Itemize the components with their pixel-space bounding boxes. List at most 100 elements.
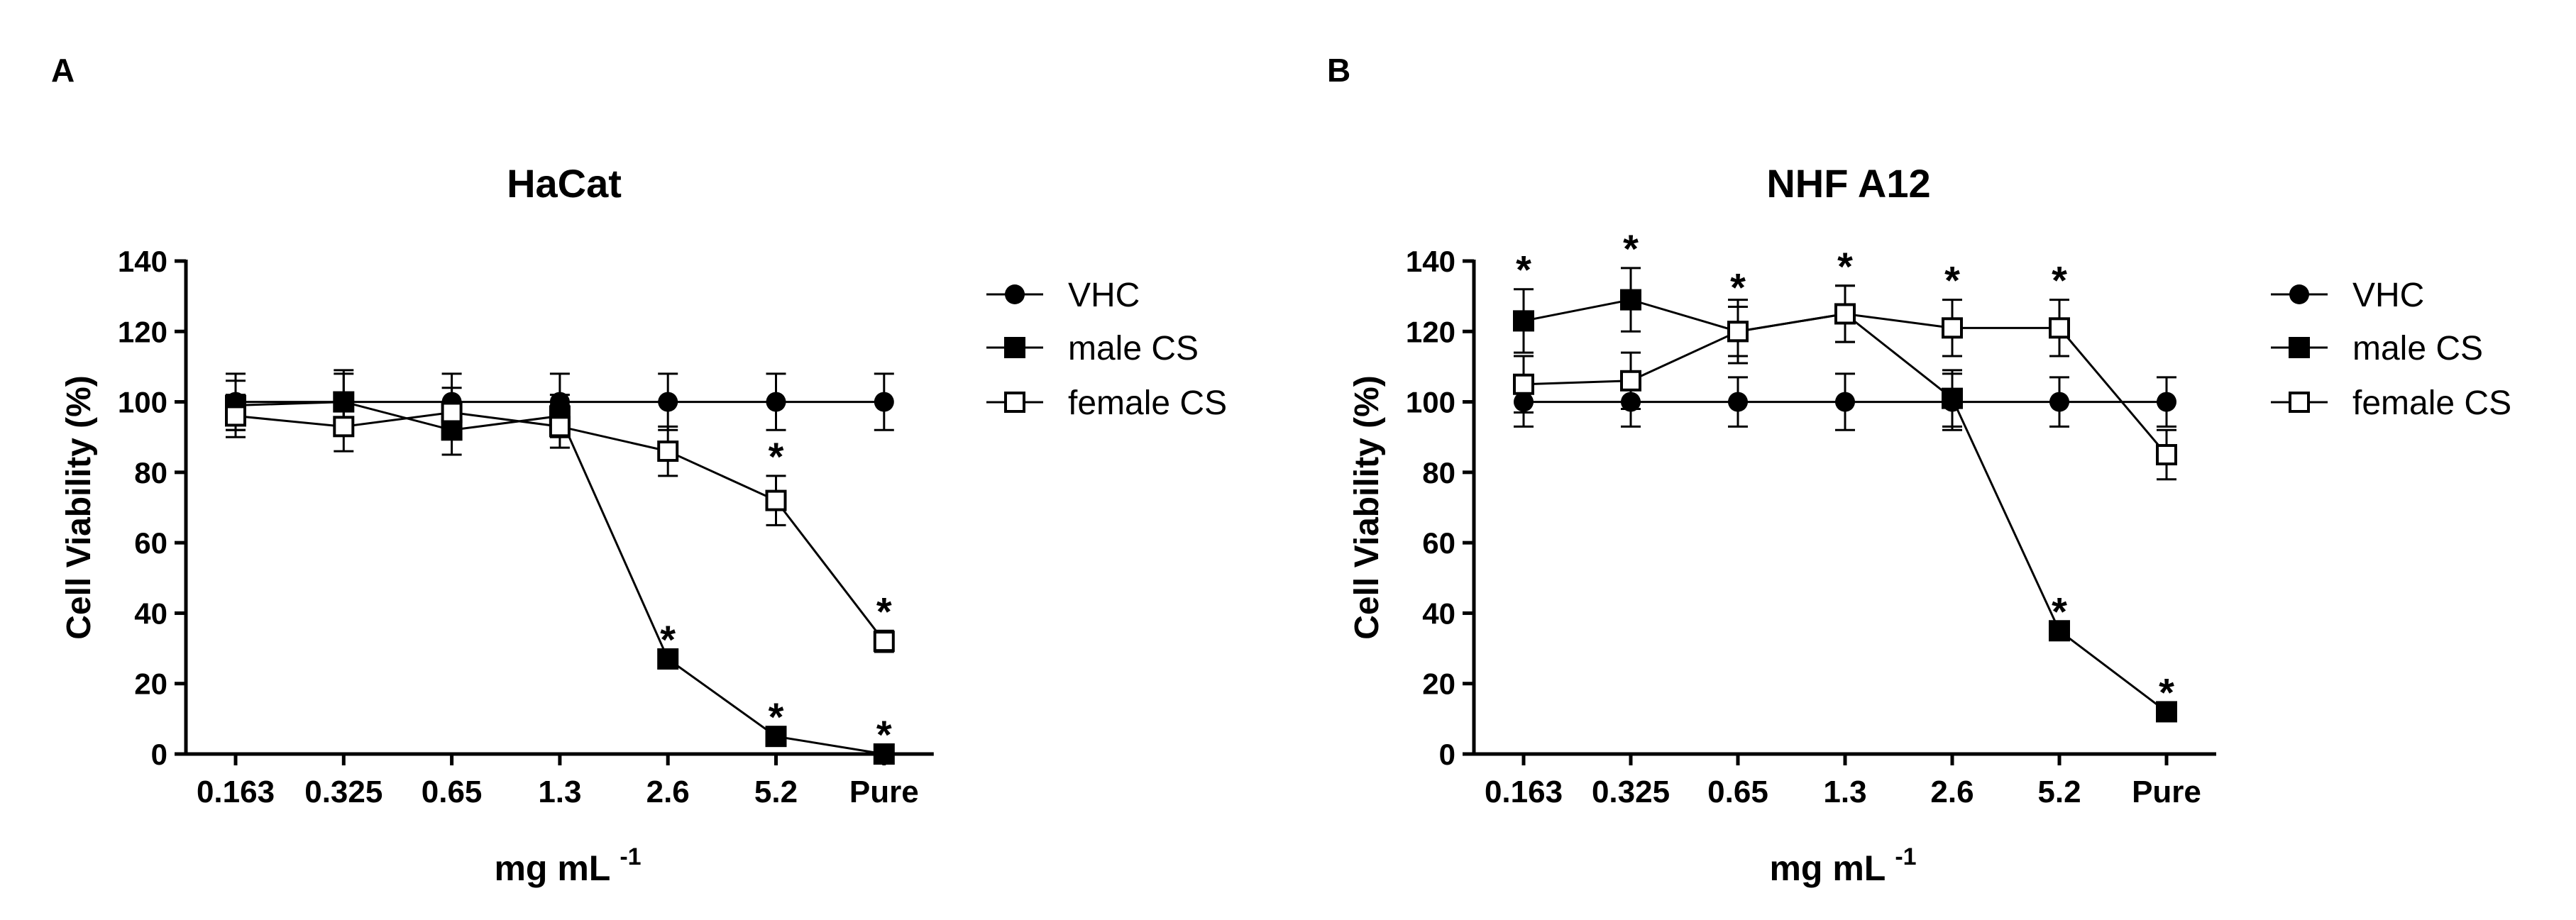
data-point	[1727, 321, 1749, 343]
x-tick-label: 5.2	[754, 775, 798, 809]
x-axis-label-text: mg mL	[494, 848, 620, 888]
legend-marker	[2289, 337, 2310, 358]
legend-marker	[1004, 392, 1025, 413]
significance-asterisk: *	[2052, 589, 2067, 633]
data-point	[874, 392, 894, 412]
data-point	[549, 416, 571, 438]
x-tick-label: 0.163	[1485, 775, 1563, 809]
data-point	[1835, 392, 1855, 412]
data-point	[2049, 620, 2070, 642]
legend: VHC male CS female CS	[2271, 277, 2511, 422]
legend-label: male CS	[2352, 330, 2483, 367]
data-point	[2049, 317, 2070, 339]
x-tick-label: Pure	[849, 775, 919, 809]
y-tick-label: 80	[134, 456, 167, 489]
data-point	[2157, 392, 2176, 412]
data-point	[2156, 444, 2177, 466]
legend-label: male CS	[1068, 330, 1199, 367]
x-axis-label: mg mL -1	[1769, 843, 1916, 888]
significance-asterisk: *	[1837, 244, 1853, 289]
data-point	[765, 489, 787, 511]
significance-asterisk: *	[1730, 265, 1746, 310]
data-point	[657, 440, 679, 462]
x-tick-label: 1.3	[538, 775, 581, 809]
data-point	[657, 648, 679, 670]
data-point	[2156, 701, 2177, 723]
x-axis-label-superscript: -1	[1895, 843, 1916, 870]
data-point	[873, 631, 895, 653]
x-tick-label: 2.6	[646, 775, 690, 809]
y-tick-label: 120	[118, 315, 167, 348]
panel-letter-a: A	[51, 52, 75, 89]
series-line	[1523, 299, 2167, 713]
x-axis-label-text: mg mL	[1769, 848, 1895, 888]
significance-asterisk: *	[769, 434, 784, 479]
y-tick-label: 80	[1422, 456, 1455, 489]
legend-marker	[2289, 284, 2309, 304]
legend-label: female CS	[2352, 384, 2511, 422]
data-point	[1620, 289, 1641, 311]
y-axis-label: Cell Viability (%)	[1348, 375, 1386, 640]
y-axis-label: Cell Viability (%)	[60, 375, 98, 640]
y-tick-label: 140	[118, 245, 167, 278]
data-point	[1513, 310, 1534, 332]
y-tick-label: 0	[1439, 738, 1455, 771]
significance-asterisk: *	[1944, 258, 1960, 303]
data-point	[1942, 387, 1963, 409]
legend-marker	[1004, 337, 1025, 358]
data-point	[765, 726, 787, 748]
legend-label: VHC	[2352, 277, 2424, 314]
y-tick-label: 0	[151, 738, 167, 771]
significance-asterisk: *	[1623, 226, 1639, 271]
data-point	[658, 392, 678, 412]
significance-asterisk: *	[2159, 670, 2174, 714]
chart-title: HaCat	[507, 161, 622, 206]
significance-asterisk: *	[876, 589, 892, 633]
data-point	[1942, 317, 1963, 339]
x-tick-label: 0.65	[422, 775, 483, 809]
x-tick-label: 5.2	[2037, 775, 2081, 809]
significance-asterisk: *	[876, 712, 892, 757]
data-point	[1513, 373, 1534, 395]
data-point	[873, 743, 895, 765]
significance-asterisk: *	[1516, 248, 1531, 292]
x-axis-label: mg mL -1	[494, 843, 641, 888]
data-point	[1620, 370, 1641, 392]
y-tick-label: 20	[1422, 667, 1455, 701]
series-female-cs	[1513, 284, 2177, 481]
data-point	[333, 416, 355, 438]
chart-0: HaCat 0 20 40 60 80 100 120 140 0.163 0.325 0.65 1.3…	[60, 161, 1227, 888]
legend-label: female CS	[1068, 384, 1227, 422]
data-point	[1834, 303, 1856, 325]
x-axis-label-superscript: -1	[620, 843, 641, 870]
y-tick-label: 60	[1422, 526, 1455, 560]
x-tick-label: 0.325	[304, 775, 382, 809]
data-point	[1728, 392, 1748, 412]
y-tick-label: 100	[118, 386, 167, 419]
legend-label: VHC	[1068, 277, 1140, 314]
x-tick-label: 0.325	[1592, 775, 1670, 809]
significance-asterisk: *	[2052, 258, 2067, 303]
legend-marker	[1005, 284, 1025, 304]
y-tick-label: 100	[1406, 386, 1455, 419]
data-point	[2049, 392, 2069, 412]
y-tick-label: 40	[1422, 597, 1455, 630]
x-tick-label: 1.3	[1823, 775, 1866, 809]
x-tick-label: 0.65	[1707, 775, 1768, 809]
chart-1: NHF A12 0 20 40 60 80 100 120 140 0.163 0.325 0.65 1…	[1348, 161, 2511, 888]
y-tick-label: 120	[1406, 315, 1455, 348]
y-tick-label: 40	[134, 597, 167, 630]
data-point	[441, 401, 463, 423]
chart-title: NHF A12	[1766, 161, 1930, 206]
x-tick-label: Pure	[2132, 775, 2201, 809]
significance-asterisk: *	[769, 694, 784, 739]
series-female-cs	[225, 387, 895, 653]
y-tick-label: 140	[1406, 245, 1455, 278]
data-point	[225, 405, 246, 427]
legend-marker	[2289, 392, 2310, 413]
significance-asterisk: *	[660, 617, 676, 662]
x-tick-label: 0.163	[197, 775, 275, 809]
data-point	[766, 392, 786, 412]
panel-letter-b: B	[1327, 52, 1351, 89]
